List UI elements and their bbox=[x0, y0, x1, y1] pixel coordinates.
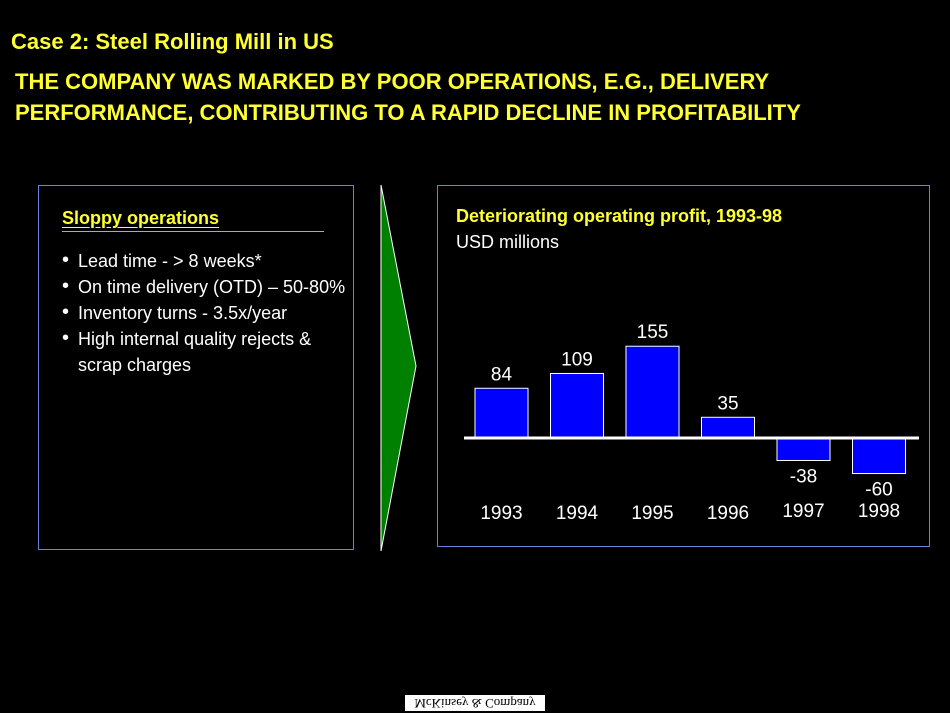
data-label-1998: -60 bbox=[865, 480, 892, 501]
x-tick-label-1997: 1997 bbox=[782, 501, 824, 522]
x-tick-label-1996: 1996 bbox=[707, 503, 749, 524]
sloppy-operations-panel: Sloppy operations Lead time - > 8 weeks*… bbox=[38, 185, 354, 550]
transition-arrow-icon bbox=[380, 184, 417, 552]
bar-1997 bbox=[776, 437, 831, 461]
bullet-lead-time: Lead time - > 8 weeks* bbox=[62, 247, 347, 274]
bar-1995 bbox=[625, 345, 680, 439]
bar-1998 bbox=[852, 437, 906, 475]
bar-1993 bbox=[474, 387, 529, 439]
data-label-1996: 35 bbox=[717, 393, 738, 414]
profit-chart-panel: Deteriorating operating profit, 1993-98 … bbox=[437, 185, 930, 547]
panel-heading: Sloppy operations bbox=[62, 208, 324, 232]
page-headline: THE COMPANY WAS MARKED BY POOR OPERATION… bbox=[15, 69, 801, 125]
mckinsey-logo: McKinsey & Company bbox=[405, 695, 545, 711]
data-label-1993: 84 bbox=[491, 364, 513, 385]
x-tick-label-1995: 1995 bbox=[631, 503, 673, 524]
bar-1996 bbox=[701, 416, 755, 439]
case-title: Case 2: Steel Rolling Mill in US bbox=[11, 29, 334, 54]
chart-subtitle: USD millions bbox=[456, 232, 560, 252]
data-label-1995: 155 bbox=[637, 322, 669, 343]
data-label-1997: -38 bbox=[790, 466, 817, 487]
x-tick-label-1993: 1993 bbox=[480, 503, 522, 524]
bullet-quality-rejects: High internal quality rejects & scrap ch… bbox=[62, 325, 347, 378]
bullet-otd: On time delivery (OTD) – 50-80% bbox=[62, 273, 347, 300]
chart-title: Deteriorating operating profit, 1993-98 bbox=[456, 206, 783, 226]
operations-bullet-list: Lead time - > 8 weeks* On time delivery … bbox=[62, 247, 347, 378]
x-tick-label-1994: 1994 bbox=[556, 503, 599, 524]
x-tick-label-1998: 1998 bbox=[858, 501, 900, 522]
data-label-1994: 109 bbox=[561, 349, 593, 370]
bullet-inventory-turns: Inventory turns - 3.5x/year bbox=[62, 299, 347, 326]
bar-1994 bbox=[550, 372, 604, 439]
